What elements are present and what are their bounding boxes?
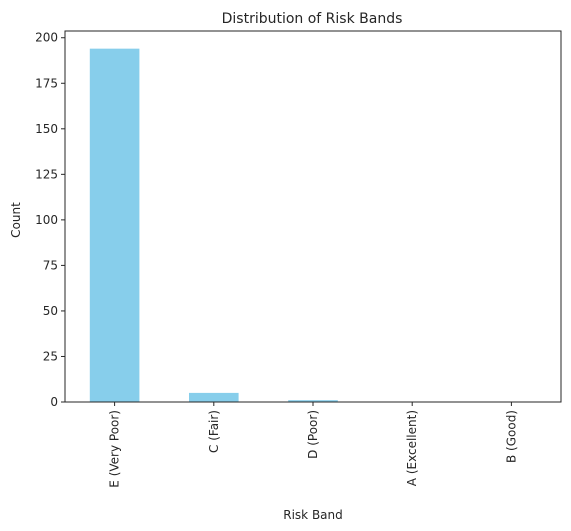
y-tick-label-6: 150 (35, 122, 58, 136)
x-axis-title: Risk Band (283, 508, 343, 522)
chart-title: Distribution of Risk Bands (222, 11, 403, 27)
x-tick-label-2: D (Poor) (306, 410, 320, 459)
x-tick-label-0: E (Very Poor) (108, 410, 122, 488)
y-axis-title: Count (9, 202, 23, 238)
x-tick-label-3: A (Excellent) (405, 410, 419, 486)
x-tick-label-4: B (Good) (504, 410, 518, 463)
y-tick-label-0: 0 (50, 395, 58, 409)
y-tick-label-1: 25 (43, 349, 58, 363)
y-tick-label-2: 50 (43, 304, 58, 318)
x-tick-label-1: C (Fair) (207, 410, 221, 453)
y-tick-label-4: 100 (35, 213, 58, 227)
y-tick-label-7: 175 (35, 76, 58, 90)
y-tick-label-5: 125 (35, 167, 58, 181)
bar-1 (189, 392, 239, 402)
bar-2 (288, 400, 338, 402)
bar-0 (89, 48, 140, 403)
y-tick-label-3: 75 (43, 258, 58, 272)
plot-area: 0 25 50 75 100 125 150 175 200 E (Very Poor) C (Fa… (35, 30, 562, 488)
y-tick-label-8: 200 (35, 31, 58, 45)
